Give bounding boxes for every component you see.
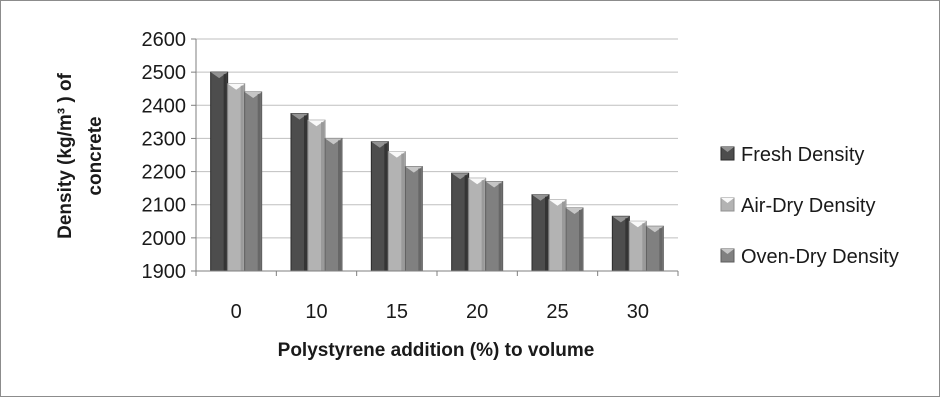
bar-0-3 (244, 91, 263, 272)
x-tick-label: 20 (466, 301, 488, 323)
axes (195, 39, 678, 272)
bar-15-1 (370, 141, 389, 272)
legend-swatch (720, 197, 735, 212)
bar-0-1 (210, 71, 229, 272)
y-tick-label: 2500 (142, 62, 187, 84)
x-tick-labels: 0 10 15 20 25 30 (195, 271, 679, 323)
bar-30-3 (645, 225, 664, 272)
legend: Fresh Density Air-Dry Density Oven-Dry Den… (720, 144, 899, 268)
bar-20-3 (485, 181, 504, 272)
y-tick-label: 2300 (142, 128, 187, 150)
bar-25-1 (531, 194, 550, 272)
x-tick-label: 15 (386, 301, 408, 323)
bar-30-1 (611, 215, 630, 272)
legend-label: Air-Dry Density (741, 195, 875, 217)
y-tick-labels: 1900 2000 2100 2200 2300 2400 2500 2600 (142, 29, 187, 283)
x-axis-title: Polystyrene addition (%) to volume (278, 340, 595, 361)
bar-30-2 (628, 220, 647, 272)
bar-20-2 (468, 177, 487, 272)
y-tick-label: 2600 (142, 29, 187, 51)
y-tick-label: 2000 (142, 228, 187, 250)
y-tick-label: 2100 (142, 195, 187, 217)
x-tick-label: 25 (546, 301, 568, 323)
bar-10-3 (324, 137, 343, 272)
bar-10-2 (307, 119, 326, 272)
x-tick-label: 0 (231, 301, 242, 323)
x-tick-label: 30 (627, 301, 649, 323)
x-tick-label: 10 (305, 301, 327, 323)
bar-15-2 (387, 151, 406, 272)
legend-item: Fresh Density (720, 144, 864, 166)
legend-item: Air-Dry Density (720, 195, 875, 217)
bar-25-3 (565, 207, 584, 272)
bar-25-2 (548, 199, 567, 272)
y-tick-label: 2200 (142, 162, 187, 184)
bar-15-3 (404, 166, 423, 272)
bar-10-1 (290, 113, 309, 272)
legend-swatch (720, 248, 735, 263)
legend-swatch (720, 146, 735, 161)
gridlines (191, 38, 678, 272)
legend-item: Oven-Dry Density (720, 246, 899, 268)
y-tick-label: 2400 (142, 95, 187, 117)
legend-label: Fresh Density (741, 144, 864, 166)
y-axis-title-line1: Density (kg/m³ ) of (55, 72, 76, 238)
bars (210, 71, 664, 272)
bar-0-2 (227, 83, 246, 272)
y-tick-label: 1900 (142, 261, 187, 283)
bar-20-1 (451, 172, 470, 272)
y-axis-title-line2: concrete (85, 116, 106, 195)
legend-label: Oven-Dry Density (741, 246, 899, 268)
